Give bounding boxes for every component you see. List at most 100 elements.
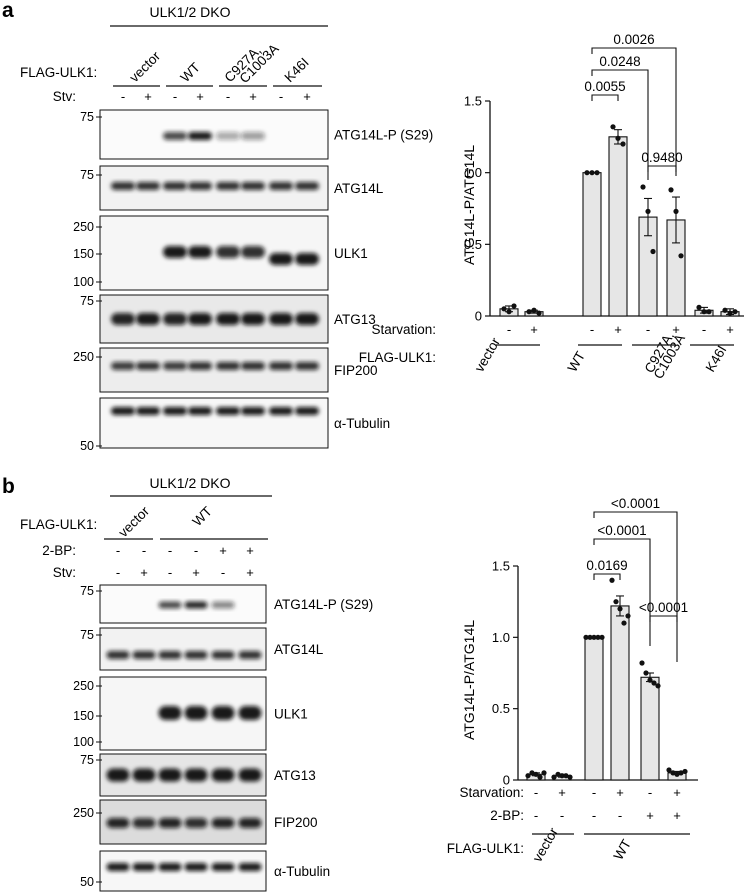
protein-band	[269, 313, 293, 325]
flag-label: FLAG-ULK1:	[359, 350, 436, 365]
data-point	[511, 303, 517, 309]
blot-strip: 75 ATG14L	[80, 627, 324, 671]
blot-frame	[99, 850, 267, 892]
band-core	[111, 313, 135, 325]
protein-band	[188, 362, 212, 370]
blot-frame	[99, 347, 329, 393]
band-core	[158, 768, 182, 782]
mw-marker-label: 250	[73, 220, 94, 234]
protein-band	[136, 407, 160, 415]
protein-band	[241, 362, 265, 370]
protein-band	[211, 651, 235, 659]
data-point	[529, 770, 535, 776]
band-core	[241, 362, 265, 370]
sign-label: +	[144, 89, 152, 104]
group-label-wt: WT	[565, 349, 588, 375]
protein-band	[111, 313, 135, 325]
data-point	[639, 660, 645, 666]
band-core	[269, 362, 293, 370]
band-core	[238, 818, 262, 828]
protein-band	[188, 182, 212, 190]
sign-label: +	[246, 543, 254, 558]
treatment-signs: - - - - + + - + - + - +	[116, 543, 254, 580]
data-point	[567, 774, 573, 780]
protein-band	[211, 706, 235, 720]
blot-frame	[99, 627, 267, 671]
blot-frame	[99, 584, 267, 624]
data-point	[674, 771, 680, 777]
protein-band	[269, 253, 293, 265]
band-core	[132, 863, 156, 871]
band-core	[216, 313, 240, 325]
band-core	[269, 407, 293, 415]
blot-label: α-Tubulin	[334, 416, 390, 431]
panel-a-chart: ATG14L-P/ATG14L Starvation: FLAG-ULK1: v…	[359, 32, 744, 382]
mw-marker-label: 75	[80, 110, 94, 124]
band-core	[136, 313, 160, 325]
data-point	[533, 771, 539, 777]
2bp-sign: +	[673, 808, 681, 823]
blot-frame	[99, 397, 329, 449]
protein-band	[163, 407, 187, 415]
protein-band	[295, 253, 319, 265]
protein-band	[111, 182, 135, 190]
blot-strip: 250 150 100 ULK1	[73, 676, 308, 751]
protein-band	[132, 768, 156, 782]
band-core	[216, 132, 240, 140]
protein-band	[132, 818, 156, 828]
blot-label: ATG14L-P (S29)	[334, 128, 433, 143]
protein-band	[158, 651, 182, 659]
band-core	[241, 313, 265, 325]
data-point	[563, 773, 569, 779]
protein-band	[238, 706, 262, 720]
band-core	[158, 818, 182, 828]
data-point	[615, 135, 621, 141]
band-core	[132, 651, 156, 659]
y-tick-label: 0.5	[464, 237, 482, 252]
protein-band	[295, 362, 319, 370]
panel-b-letter: b	[2, 475, 15, 498]
data-point	[621, 620, 627, 626]
panel-b-chart: ATG14L-P/ATG14L Starvation: 2-BP: FLAG-U…	[447, 496, 698, 865]
flag-row-label: FLAG-ULK1:	[20, 517, 97, 532]
data-point	[525, 773, 531, 779]
protein-band	[163, 313, 187, 325]
protein-band	[163, 362, 187, 370]
protein-band	[111, 362, 135, 370]
band-core	[158, 706, 182, 720]
band-core	[111, 407, 135, 415]
2bp-sign: +	[646, 808, 654, 823]
bar	[584, 636, 604, 781]
band-core	[111, 182, 135, 190]
protein-band	[238, 651, 262, 659]
protein-band	[238, 818, 262, 828]
band-core	[216, 362, 240, 370]
band-core	[106, 863, 130, 871]
data-point	[555, 771, 561, 777]
starvation-sign: +	[672, 322, 680, 337]
data-point	[706, 309, 712, 315]
mw-marker-label: 50	[80, 875, 94, 889]
2bp-sign: -	[534, 808, 538, 823]
band-core	[241, 182, 265, 190]
significance-bracket	[591, 69, 649, 180]
data-point	[583, 634, 589, 640]
significance-bracket	[593, 538, 651, 646]
data-point	[591, 634, 597, 640]
protein-band	[241, 132, 265, 140]
protein-band	[158, 863, 182, 871]
protein-band	[163, 132, 187, 140]
mw-marker-label: 75	[80, 628, 94, 642]
p-value: <0.0001	[639, 600, 688, 615]
sign-label: -	[221, 565, 225, 580]
blot-label: ATG13	[334, 312, 376, 327]
band-core	[216, 182, 240, 190]
blot-label: ULK1	[274, 707, 308, 722]
data-point	[584, 170, 590, 176]
band-core	[163, 407, 187, 415]
band-core	[188, 132, 212, 140]
band-core	[188, 407, 212, 415]
band-core	[295, 253, 319, 265]
y-axis-label: ATG14L-P/ATG14L	[461, 620, 477, 740]
